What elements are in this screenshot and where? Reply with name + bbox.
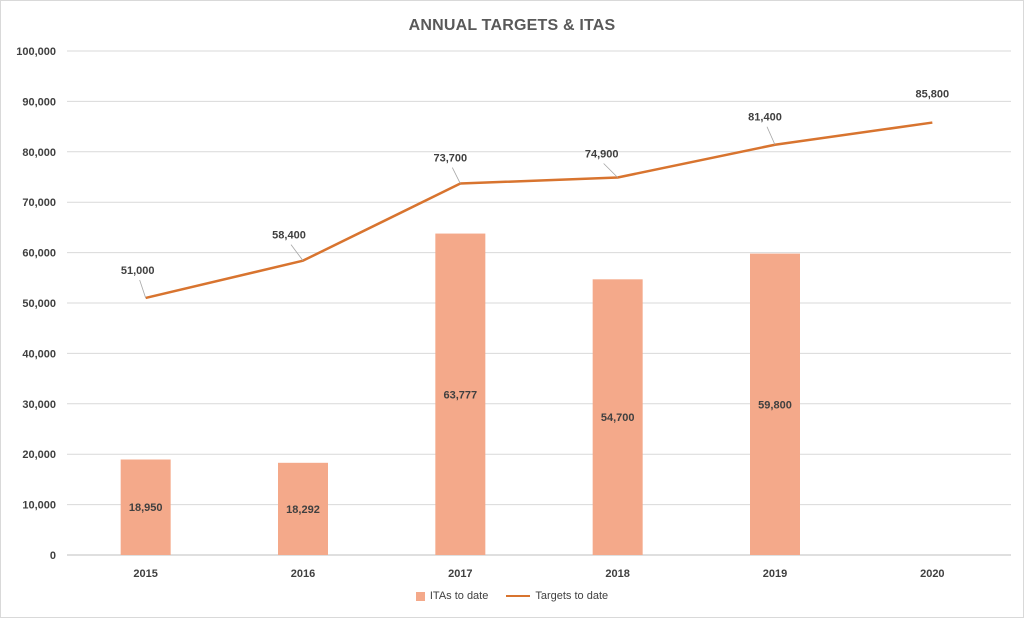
x-tick-label: 2015 bbox=[133, 568, 157, 580]
y-tick-label: 20,000 bbox=[22, 449, 56, 461]
bar bbox=[592, 279, 643, 555]
target-line bbox=[145, 121, 933, 300]
y-tick-label: 60,000 bbox=[22, 248, 56, 260]
bar-data-labels: 18,950 18,292 63,777 54,700 59,800 bbox=[129, 389, 792, 516]
line-data-label: 85,800 bbox=[916, 89, 950, 101]
chart-title: ANNUAL TARGETS & ITAS bbox=[408, 17, 616, 34]
legend-label-itas: ITAs to date bbox=[429, 590, 489, 602]
line-data-label: 81,400 bbox=[748, 112, 782, 124]
legend-label-targets: Targets to date bbox=[535, 590, 609, 602]
line-data-label: 51,000 bbox=[121, 265, 155, 277]
bar bbox=[120, 459, 171, 555]
leader-line bbox=[139, 279, 147, 299]
line-data-label: 74,900 bbox=[585, 149, 619, 161]
legend: ITAs to date Targets to date bbox=[1, 590, 1023, 602]
bar-data-label: 63,777 bbox=[444, 389, 478, 401]
x-tick-label: 2019 bbox=[763, 568, 787, 580]
bar bbox=[278, 462, 328, 555]
leader-line bbox=[766, 126, 776, 145]
y-tick-label: 50,000 bbox=[22, 298, 56, 310]
y-axis-ticks: 0 10,000 20,000 30,000 40,000 50,000 60,000 70,… bbox=[16, 46, 56, 562]
y-tick-label: 30,000 bbox=[22, 399, 56, 411]
bar-data-label: 18,292 bbox=[286, 504, 320, 516]
line-data-label: 73,700 bbox=[434, 153, 468, 165]
legend-swatch-line bbox=[506, 595, 531, 597]
x-axis-ticks: 2015 2016 2017 2018 2019 2020 bbox=[133, 568, 944, 580]
y-tick-label: 70,000 bbox=[22, 197, 56, 209]
x-tick-label: 2018 bbox=[605, 568, 629, 580]
x-tick-label: 2017 bbox=[448, 568, 472, 580]
y-tick-label: 90,000 bbox=[22, 96, 56, 108]
bar-data-label: 54,700 bbox=[601, 412, 635, 424]
line-data-label: 58,400 bbox=[272, 230, 306, 242]
y-tick-label: 10,000 bbox=[22, 500, 56, 512]
legend-item-targets: Targets to date bbox=[506, 590, 608, 602]
y-tick-label: 100,000 bbox=[16, 46, 56, 58]
y-tick-label: 80,000 bbox=[22, 147, 56, 159]
y-tick-label: 40,000 bbox=[22, 348, 56, 360]
line-series bbox=[145, 121, 933, 300]
grid-layer bbox=[67, 50, 1011, 556]
x-tick-label: 2020 bbox=[920, 568, 944, 580]
leader-line bbox=[290, 244, 304, 261]
legend-item-itas: ITAs to date bbox=[415, 590, 489, 602]
leader-line bbox=[603, 163, 618, 178]
y-tick-label: 0 bbox=[50, 550, 56, 562]
bar-series bbox=[120, 233, 800, 556]
bar bbox=[750, 253, 800, 555]
leader-line bbox=[451, 167, 461, 184]
line-data-labels: 51,000 58,400 73,700 74,900 81,400 85,800 bbox=[121, 89, 950, 299]
bar bbox=[435, 233, 486, 556]
legend-swatch-bar bbox=[415, 591, 425, 601]
bar-data-label: 18,950 bbox=[129, 502, 163, 514]
bar-data-label: 59,800 bbox=[758, 399, 792, 411]
x-tick-label: 2016 bbox=[291, 568, 315, 580]
